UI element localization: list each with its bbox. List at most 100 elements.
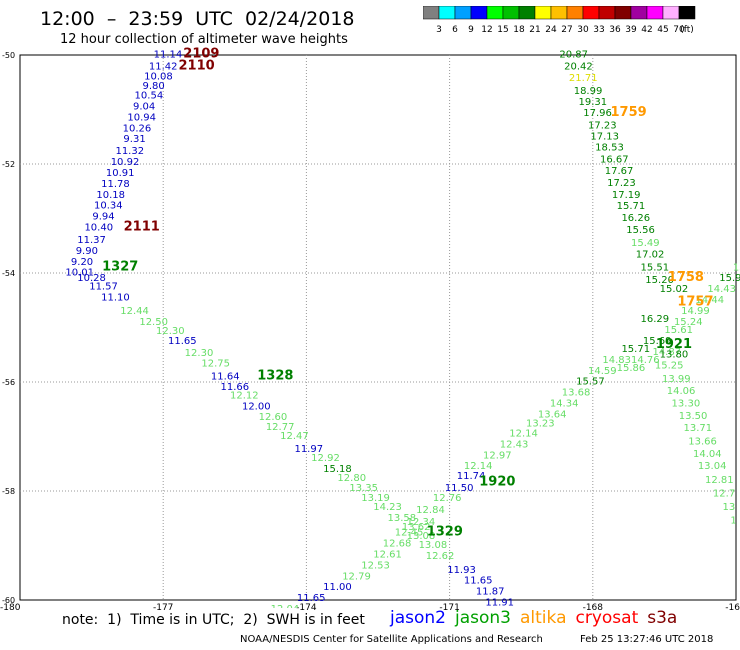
wave-height-value: 17.19 [612, 190, 641, 201]
wave-height-value: 13.66 [688, 437, 717, 448]
wave-height-value: 15.51 [641, 262, 670, 273]
wave-height-value: 11.64 [211, 371, 240, 382]
wave-height-value: 12.47 [280, 431, 309, 442]
wave-height-value: 14.87 [652, 347, 681, 358]
wave-height-value: 11.32 [115, 146, 144, 157]
wave-height-value: 13.99 [662, 374, 691, 385]
color-bin-label: 9 [468, 25, 474, 35]
wave-height-value: 12.14 [509, 429, 538, 440]
wave-height-value: 12.30 [185, 348, 214, 359]
generated-timestamp: Feb 25 13:27:46 UTC 2018 [580, 634, 714, 645]
wave-height-value: 11.10 [101, 292, 130, 303]
wave-height-value: 12.14 [464, 461, 493, 472]
wave-height-value: 10.40 [84, 222, 113, 233]
wave-height-value: 11.66 [220, 382, 249, 393]
wave-height-value: 10.26 [123, 123, 152, 134]
color-bin-label: 39 [625, 25, 637, 35]
color-bin-label: 18 [513, 25, 525, 35]
wave-height-value: 15.86 [617, 363, 646, 374]
wave-height-value: 13.68 [562, 388, 591, 399]
wave-height-value: 16.29 [641, 314, 670, 325]
wave-height-value: 12.77 [266, 422, 295, 433]
wave-height-value: 15.69 [643, 336, 672, 347]
wave-height-value: 11.00 [323, 582, 352, 593]
latitude-tick-label: -52 [2, 160, 15, 169]
pass-time-label: 2110 [179, 59, 215, 74]
wave-height-value: 15.24 [674, 317, 703, 328]
wave-height-value: 13.35 [349, 483, 378, 494]
page-subtitle: 12 hour collection of altimeter wave hei… [60, 32, 348, 47]
legend-item-jason2: jason2 [390, 608, 446, 628]
wave-height-value: 10.34 [94, 201, 123, 212]
wave-height-value: 12.53 [361, 560, 390, 571]
wave-height-value: 11.91 [485, 597, 514, 608]
wave-height-value: 14.23 [373, 502, 402, 513]
pass-time-label: 1920 [479, 475, 515, 490]
wave-height-value: 18.53 [595, 142, 624, 153]
wave-height-value: 13.50 [679, 411, 708, 422]
color-bin-label: 36 [609, 25, 621, 35]
wave-height-value: 15.71 [617, 201, 646, 212]
wave-height-value: 10.54 [135, 91, 164, 102]
units-note: note: 1) Time is in UTC; 2) SWH is in fe… [62, 612, 365, 628]
wave-height-value: 16.67 [600, 154, 629, 165]
latitude-tick-label: -54 [2, 269, 15, 278]
wave-height-value: 10.28 [77, 273, 106, 284]
wave-height-value: 13 [722, 502, 735, 513]
wave-height-value: 15.20 [645, 275, 674, 286]
color-bin-label: 3 [436, 25, 442, 35]
wave-height-value: 12.34 [407, 517, 436, 528]
wave-height-value: 13.08 [419, 540, 448, 551]
wave-height-value: 15.71 [621, 344, 650, 355]
wave-height-value: 12.80 [337, 473, 366, 484]
wave-height-value: 13.19 [361, 493, 390, 504]
pass-time-label: 1921 [656, 337, 692, 352]
wave-height-value: 11.65 [297, 593, 326, 604]
wave-height-value: 10.18 [96, 190, 125, 201]
wave-height-value: 12.76 [433, 493, 462, 504]
pass-time-label: 1328 [257, 368, 293, 383]
color-bin [678, 6, 696, 20]
longitude-tick-label: -177 [153, 603, 173, 610]
longitude-tick-label: -180 [0, 603, 21, 610]
pass-time-label: 1759 [611, 105, 647, 120]
wave-height-value: 16.26 [621, 213, 650, 224]
wave-height-value: 1 [730, 516, 736, 527]
wave-height-value: 13.64 [538, 409, 567, 420]
wave-height-value: 11.65 [168, 336, 197, 347]
wave-height-value: 14.76 [631, 355, 660, 366]
pass-time-label: 2111 [124, 219, 160, 234]
wave-height-value: 11.37 [77, 235, 106, 246]
credit-line: NOAA/NESDIS Center for Satellite Applica… [240, 634, 543, 645]
wave-height-value: 11.97 [294, 444, 323, 455]
wave-height-value: 12.62 [426, 551, 455, 562]
wave-height-value: 20.42 [564, 62, 593, 73]
wave-height-value: 12.84 [416, 505, 445, 516]
wave-height-value: 14.04 [693, 449, 722, 460]
wave-height-value: 12.12 [230, 390, 259, 401]
wave-height-value: 15.57 [576, 377, 605, 388]
color-bin-label: 21 [529, 25, 540, 35]
wave-height-value: 12.04 [271, 604, 300, 610]
wave-height-value: 12.79 [342, 571, 371, 582]
wave-height-value: 14.83 [602, 355, 631, 366]
wave-height-value: 17.23 [607, 178, 636, 189]
wave-height-value: 15.25 [655, 360, 684, 371]
wave-height-value: 17.67 [605, 166, 634, 177]
wave-height-value: 13.08 [407, 531, 436, 542]
color-bin-label: 15 [497, 25, 508, 35]
wave-height-value: 15.18 [323, 464, 352, 475]
legend-item-altika: altika [520, 608, 567, 628]
wave-height-value: 13.71 [683, 423, 712, 434]
wave-height-value: 12.44 [120, 306, 149, 317]
color-bin-label: 30 [577, 25, 589, 35]
color-bin-label: 33 [593, 25, 604, 35]
pass-time-label: 2109 [183, 47, 219, 62]
wave-height-map[interactable]: -180 -177 -174 -171 -168 -16 -50 -52 -54 -56 -58 -6… [0, 0, 740, 610]
wave-height-value: 11.93 [447, 565, 476, 576]
wave-height-value: 10.94 [127, 112, 156, 123]
wave-height-value: 13.04 [497, 607, 526, 610]
longitude-tick-label: -174 [296, 603, 317, 610]
wave-height-value: 12.68 [383, 539, 412, 550]
